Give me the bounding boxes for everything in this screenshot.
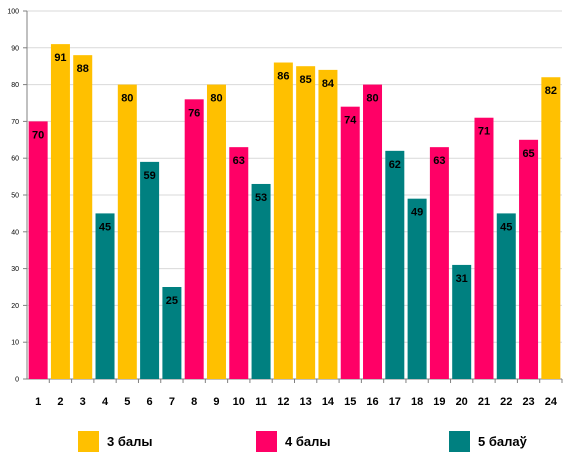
- x-tick-label: 4: [102, 396, 109, 408]
- y-tick-label: 80: [11, 82, 19, 89]
- x-tick-label: 16: [366, 396, 378, 408]
- y-tick-label: 10: [11, 340, 19, 347]
- bar: [50, 44, 70, 380]
- x-tick-label: 10: [233, 396, 245, 408]
- data-label: 62: [389, 159, 401, 171]
- bar: [184, 99, 204, 379]
- bar: [541, 77, 561, 380]
- data-label: 88: [77, 63, 89, 75]
- legend-swatch-4-baly: [256, 430, 277, 452]
- y-tick-label: 90: [11, 45, 19, 52]
- legend-item-5-balau: 5 балаў: [449, 428, 527, 454]
- data-label: 80: [121, 93, 133, 105]
- x-tick-label: 9: [213, 396, 219, 408]
- data-label: 65: [522, 148, 534, 160]
- x-tick-label: 19: [433, 396, 445, 408]
- data-label: 74: [344, 115, 357, 127]
- bar: [340, 106, 360, 380]
- bar: [363, 84, 383, 379]
- data-label: 49: [411, 207, 423, 219]
- data-label: 85: [300, 74, 312, 86]
- bar: [162, 287, 182, 379]
- x-tick-label: 23: [522, 396, 534, 408]
- data-label: 63: [433, 155, 445, 167]
- y-tick-label: 40: [11, 229, 19, 236]
- x-tick-label: 17: [389, 396, 401, 408]
- legend-label-3-baly: 3 балы: [107, 433, 153, 449]
- x-tick-label: 22: [500, 396, 512, 408]
- data-label: 45: [99, 221, 111, 233]
- data-label: 53: [255, 192, 267, 204]
- x-tick-label: 20: [456, 396, 468, 408]
- y-tick-label: 20: [11, 303, 19, 310]
- data-label: 45: [500, 221, 512, 233]
- legend-label-4-baly: 4 балы: [285, 433, 331, 449]
- x-tick-label: 1: [35, 396, 41, 408]
- data-label: 91: [54, 52, 66, 64]
- bar: [73, 55, 93, 379]
- data-label: 63: [233, 155, 245, 167]
- bar: [273, 62, 293, 380]
- x-tick-label: 2: [57, 396, 63, 408]
- bar: [318, 69, 338, 379]
- data-label: 80: [210, 93, 222, 105]
- x-tick-label: 11: [255, 396, 267, 408]
- bar: [407, 198, 427, 379]
- data-label: 86: [277, 71, 289, 83]
- x-tick-label: 3: [80, 396, 86, 408]
- data-label: 70: [32, 129, 44, 141]
- bar: [474, 117, 494, 379]
- x-tick-label: 8: [191, 396, 197, 408]
- bar: [95, 213, 115, 379]
- data-label: 25: [166, 295, 178, 307]
- bar: [496, 213, 516, 379]
- y-tick-label: 0: [15, 377, 19, 384]
- y-tick-label: 100: [7, 9, 19, 16]
- bar: [140, 161, 160, 379]
- legend-swatch-5-balau: [449, 430, 470, 452]
- x-tick-label: 13: [300, 396, 312, 408]
- data-label: 71: [478, 126, 490, 138]
- bar: [229, 147, 249, 379]
- data-label: 31: [456, 273, 468, 285]
- data-label: 84: [322, 78, 335, 90]
- y-tick-label: 70: [11, 119, 19, 126]
- bar: [117, 84, 137, 379]
- bar: [385, 150, 405, 379]
- legend: 3 балы 4 балы 5 балаў: [0, 428, 572, 454]
- x-tick-label: 21: [478, 396, 490, 408]
- bar-chart-svg: 0102030405060708090100701912883454805596…: [7, 9, 563, 408]
- x-tick-label: 12: [277, 396, 289, 408]
- x-tick-label: 5: [124, 396, 130, 408]
- bar: [519, 139, 539, 379]
- legend-swatch-3-baly: [78, 430, 99, 452]
- x-tick-label: 18: [411, 396, 423, 408]
- x-tick-label: 6: [147, 396, 153, 408]
- data-label: 82: [545, 85, 557, 97]
- data-label: 76: [188, 107, 200, 119]
- x-tick-label: 24: [545, 396, 558, 408]
- x-tick-label: 14: [322, 396, 335, 408]
- bar: [28, 121, 48, 380]
- bar: [251, 183, 271, 379]
- bar: [206, 84, 226, 379]
- data-label: 80: [366, 93, 378, 105]
- legend-label-5-balau: 5 балаў: [478, 433, 527, 449]
- bar: [429, 147, 449, 379]
- data-label: 59: [143, 170, 155, 182]
- bar: [296, 66, 316, 379]
- legend-item-3-baly: 3 балы: [78, 428, 152, 454]
- y-tick-label: 60: [11, 156, 19, 163]
- y-tick-label: 50: [11, 193, 19, 200]
- bar: [452, 264, 472, 379]
- x-tick-label: 7: [169, 396, 175, 408]
- y-tick-label: 30: [11, 266, 19, 273]
- legend-item-4-baly: 4 балы: [256, 428, 330, 454]
- x-tick-label: 15: [344, 396, 356, 408]
